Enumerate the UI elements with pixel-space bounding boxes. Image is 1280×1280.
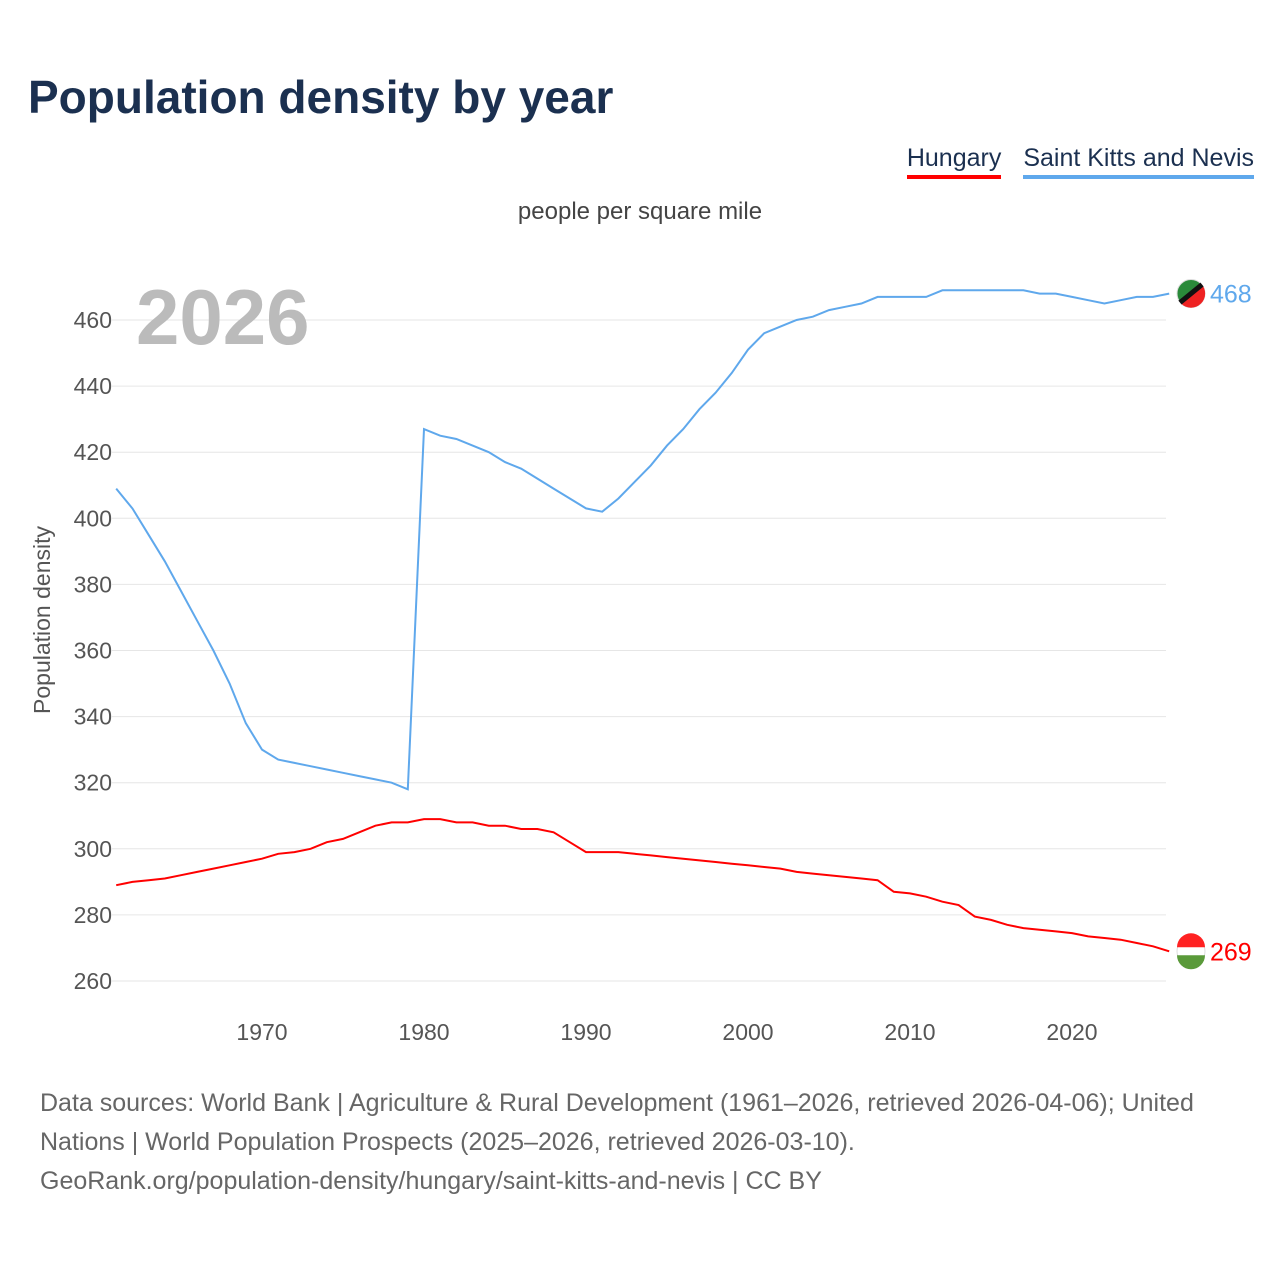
year-label: 2026 <box>136 273 310 361</box>
source-line-2: GeoRank.org/population-density/hungary/s… <box>40 1167 822 1195</box>
flag-stripe-red <box>1177 933 1205 948</box>
legend: Hungary Saint Kitts and Nevis <box>906 144 1254 179</box>
series-line-1 <box>115 289 1170 791</box>
y-tick-label: 340 <box>74 704 112 730</box>
y-tick-label: 420 <box>74 439 112 465</box>
source-line-1: Data sources: World Bank | Agriculture &… <box>40 1089 1194 1156</box>
flag-band <box>1178 282 1204 305</box>
series-line-0 <box>116 818 1170 953</box>
y-tick-label: 300 <box>74 836 112 862</box>
y-tick-label: 260 <box>74 968 112 994</box>
x-tick-label: 2010 <box>884 1019 935 1045</box>
chart-title: Population density by year <box>28 71 614 123</box>
y-tick-label: 400 <box>74 505 112 531</box>
flag-stripe-green <box>1177 955 1205 970</box>
end-value-label: 468 <box>1210 281 1252 309</box>
source-note: Data sources: World Bank | Agriculture &… <box>40 1084 1250 1201</box>
x-tick-label: 2000 <box>722 1019 773 1045</box>
x-tick-label: 1970 <box>236 1019 287 1045</box>
y-axis-label: Population density <box>29 526 55 714</box>
x-tick-label: 1990 <box>560 1019 611 1045</box>
y-tick-label: 380 <box>74 571 112 597</box>
x-tick-label: 1980 <box>398 1019 449 1045</box>
legend-item-saint-kitts[interactable]: Saint Kitts and Nevis <box>1023 144 1254 179</box>
y-tick-label: 460 <box>74 307 112 333</box>
x-tick-label: 2020 <box>1046 1019 1097 1045</box>
y-tick-label: 360 <box>74 638 112 664</box>
legend-item-hungary[interactable]: Hungary <box>906 144 1002 179</box>
y-tick-label: 280 <box>74 902 112 928</box>
end-value-label: 269 <box>1210 938 1252 966</box>
y-tick-label: 320 <box>74 770 112 796</box>
unit-label: people per square mile <box>517 198 763 225</box>
y-tick-label: 440 <box>74 373 112 399</box>
